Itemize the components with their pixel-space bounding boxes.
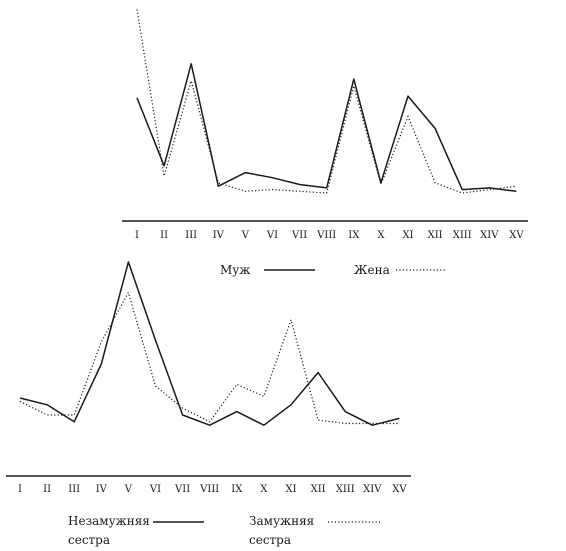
bottom-tick-label-v: V	[124, 484, 133, 495]
top-tick-label-v: V	[241, 230, 250, 241]
top-tick-label-vii: VII	[291, 230, 307, 241]
bottom-tick-labels: I II III IV V VI VII VIII IX X XI XII XIII XIV XV	[18, 484, 407, 495]
top-tick-label-viii: VIII	[316, 230, 336, 241]
bottom-series-married-sister-line	[19, 291, 400, 425]
top-tick-label-ii: II	[160, 230, 168, 241]
bottom-tick-label-iii: III	[68, 484, 80, 495]
top-tick-label-ix: IX	[348, 230, 360, 241]
top-tick-label-xi: XI	[402, 230, 413, 241]
top-tick-label-xiv: XIV	[480, 230, 499, 241]
bottom-tick-label-xi: XI	[285, 484, 296, 495]
top-series-muzh-line	[136, 63, 517, 193]
top-series-zhena-line	[136, 9, 517, 194]
top-tick-label-vi: VI	[266, 230, 278, 241]
top-tick-label-xii: XII	[428, 230, 443, 241]
legend-label-married-line2: сестра	[249, 533, 291, 547]
bottom-tick-label-iv: IV	[96, 484, 108, 495]
top-tick-labels: I II III IV V VI VII VIII IX X XI XII XIII XIV XV	[135, 230, 524, 241]
legend-label-unmarried-line1: Незамужняя	[68, 514, 150, 528]
bottom-tick-label-viii: VIII	[199, 484, 219, 495]
bottom-tick-label-xiii: XIII	[336, 484, 355, 495]
bottom-tick-label-i: I	[18, 484, 22, 495]
bottom-tick-label-x: X	[260, 484, 268, 495]
legend-label-unmarried-line2: сестра	[68, 533, 110, 547]
chart-top: I II III IV V VI VII VIII IX X XI XII XIII XIV XV	[122, 9, 528, 241]
top-tick-label-xv: XV	[509, 230, 524, 241]
legend-label-married-line1: Замужняя	[249, 514, 314, 528]
top-tick-label-x: X	[377, 230, 385, 241]
top-tick-label-xiii: XIII	[453, 230, 472, 241]
chart-bottom: I II III IV V VI VII VIII IX X XI XII XIII XIV XV	[6, 261, 411, 495]
bottom-series-unmarried-sister-line	[19, 261, 400, 426]
bottom-tick-label-xii: XII	[311, 484, 326, 495]
bottom-legend: Незамужняя сестра Замужняя сестра	[68, 514, 380, 547]
bottom-tick-label-vii: VII	[174, 484, 190, 495]
legend-label-zhena: Жена	[354, 263, 390, 277]
top-tick-label-i: I	[135, 230, 139, 241]
top-tick-label-iii: III	[185, 230, 197, 241]
top-tick-label-iv: IV	[213, 230, 225, 241]
bottom-tick-label-xiv: XIV	[363, 484, 382, 495]
bottom-tick-label-xv: XV	[392, 484, 407, 495]
bottom-tick-label-ii: II	[43, 484, 51, 495]
bottom-tick-label-vi: VI	[149, 484, 161, 495]
top-legend: Муж Жена	[220, 263, 447, 277]
bottom-tick-label-ix: IX	[231, 484, 243, 495]
legend-label-muzh: Муж	[220, 263, 250, 277]
